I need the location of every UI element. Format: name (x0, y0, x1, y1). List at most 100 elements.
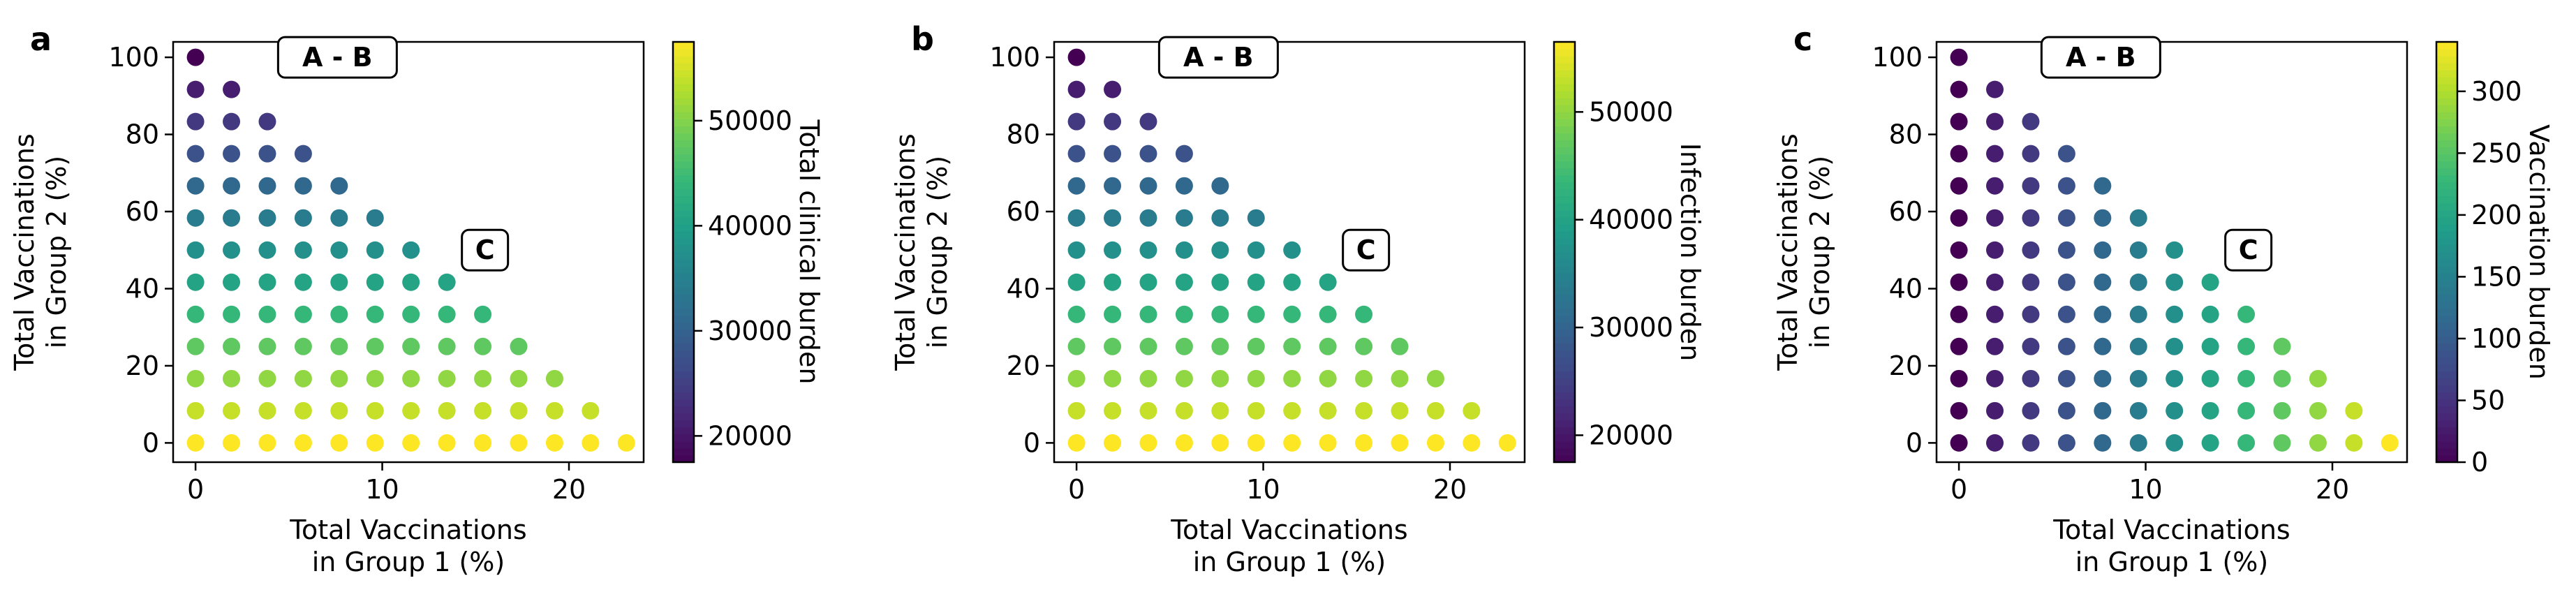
data-point (294, 209, 312, 227)
data-point (1139, 145, 1157, 163)
data-point (258, 209, 276, 227)
x-tick-label: 20 (552, 474, 586, 505)
annotation-box: C (461, 228, 510, 272)
data-point (1986, 369, 2004, 387)
data-point (2129, 209, 2147, 227)
data-point (2057, 434, 2075, 452)
data-point (1139, 273, 1157, 291)
colorbar-tick-label: 200 (2471, 200, 2522, 230)
data-point (2273, 369, 2291, 387)
data-point (1391, 369, 1409, 387)
data-point (1283, 305, 1301, 323)
data-point (223, 434, 241, 452)
data-point (330, 305, 348, 323)
data-point (1175, 369, 1193, 387)
y-tick-label: 40 (126, 273, 159, 304)
data-point (2166, 241, 2184, 259)
data-point (294, 177, 312, 195)
data-point (438, 434, 456, 452)
y-tick-label: 40 (1889, 273, 1923, 304)
data-point (1139, 177, 1157, 195)
data-point (1391, 337, 1409, 355)
data-point (1067, 401, 1086, 420)
data-point (2273, 434, 2291, 452)
data-point (2129, 401, 2147, 420)
data-point (330, 369, 348, 387)
data-point (186, 145, 205, 163)
data-point (2022, 209, 2040, 227)
data-point (1283, 434, 1301, 452)
scatter-points (1950, 48, 2399, 452)
annotation-box: A - B (2040, 36, 2161, 79)
data-point (258, 337, 276, 355)
data-point (2166, 273, 2184, 291)
data-point (402, 273, 420, 291)
data-point (2166, 369, 2184, 387)
data-point (2237, 369, 2256, 387)
data-point (1986, 241, 2004, 259)
data-point (2022, 145, 2040, 163)
x-tick-label: 20 (1433, 474, 1467, 505)
annotation-box: C (1342, 228, 1391, 272)
data-point (2381, 434, 2399, 452)
data-point (1463, 434, 1481, 452)
data-point (2166, 401, 2184, 420)
x-axis-label: in Group 1 (%) (1193, 547, 1386, 577)
data-point (223, 369, 241, 387)
colorbar-tick-label: 40000 (708, 210, 792, 241)
data-point (1463, 401, 1481, 420)
x-tick-label: 10 (2129, 474, 2162, 505)
data-point (1426, 434, 1444, 452)
data-point (1175, 209, 1193, 227)
data-point (366, 209, 384, 227)
annotation-label: C (2239, 235, 2258, 265)
data-point (474, 337, 492, 355)
data-point (1950, 48, 1968, 66)
data-point (1283, 401, 1301, 420)
data-point (1104, 241, 1122, 259)
y-axis-label: Total Vaccinations (9, 133, 40, 371)
data-point (1355, 369, 1373, 387)
data-point (186, 48, 205, 66)
x-tick-label: 10 (365, 474, 399, 505)
data-point (1067, 112, 1086, 131)
data-point (330, 434, 348, 452)
x-axis-label: Total Vaccinations (289, 515, 526, 545)
data-point (1986, 434, 2004, 452)
data-point (1104, 80, 1122, 98)
data-point (1211, 369, 1229, 387)
colorbar-label: Vaccination burden (2524, 124, 2554, 380)
data-point (2201, 434, 2219, 452)
data-point (294, 241, 312, 259)
data-point (2057, 401, 2075, 420)
data-point (186, 434, 205, 452)
y-tick-label: 60 (126, 196, 159, 227)
data-point (186, 177, 205, 195)
data-point (2022, 241, 2040, 259)
data-point (1283, 369, 1301, 387)
data-point (1247, 337, 1265, 355)
data-point (2237, 305, 2256, 323)
scatter-points (1067, 48, 1516, 452)
data-point (1104, 112, 1122, 131)
data-point (1391, 401, 1409, 420)
data-point (1950, 273, 1968, 291)
data-point (1139, 209, 1157, 227)
data-point (2057, 305, 2075, 323)
data-point (545, 401, 563, 420)
y-tick-label: 40 (1007, 273, 1040, 304)
data-point (1067, 369, 1086, 387)
data-point (510, 369, 528, 387)
data-point (2166, 337, 2184, 355)
data-point (1247, 273, 1265, 291)
panel-label: a (30, 20, 52, 58)
data-point (2022, 273, 2040, 291)
data-point (1211, 241, 1229, 259)
y-tick-label: 60 (1889, 196, 1923, 227)
data-point (294, 434, 312, 452)
data-point (258, 241, 276, 259)
data-point (2345, 434, 2363, 452)
colorbar-tick-label: 50000 (1589, 96, 1673, 127)
data-point (366, 369, 384, 387)
